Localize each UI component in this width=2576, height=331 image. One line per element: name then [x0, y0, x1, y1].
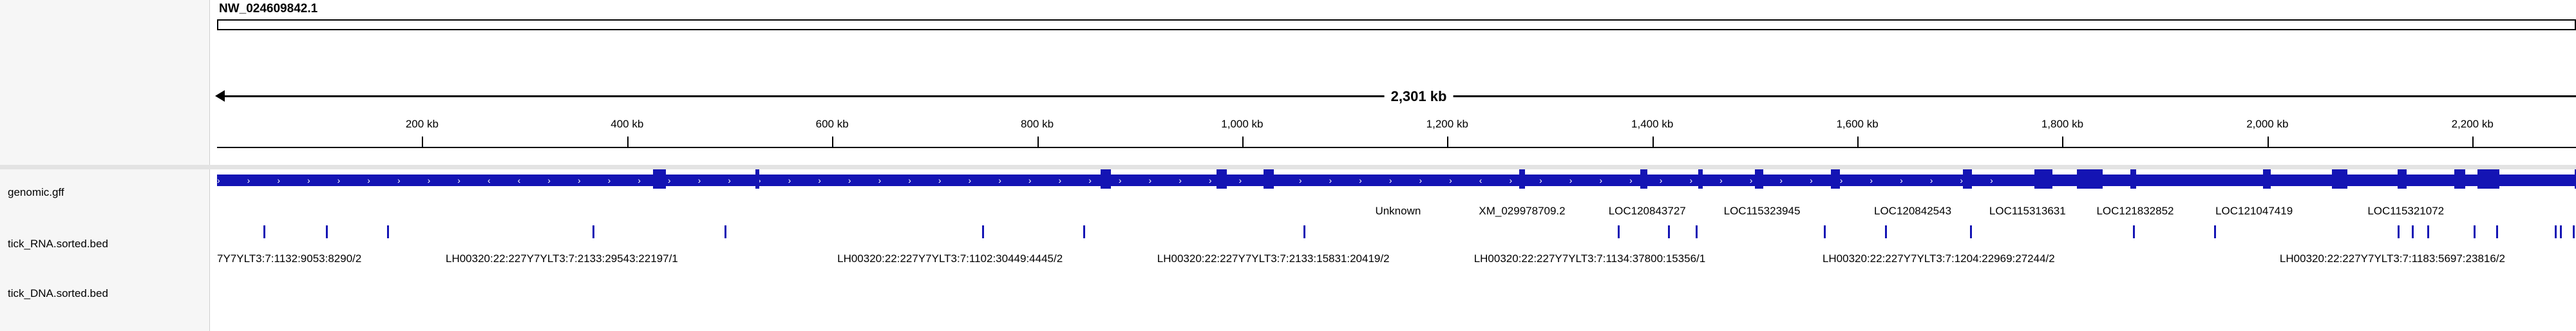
- rna-read-feature: [1885, 225, 1888, 238]
- exon-block: [1963, 169, 1973, 189]
- gene-label: Unknown: [1375, 205, 1421, 217]
- gene-label: LOC120842543: [1873, 205, 1952, 217]
- exon-block: [652, 169, 667, 189]
- span-label: 2,301 kb: [1384, 88, 1454, 105]
- rna-read-feature: [1823, 225, 1826, 238]
- rna-read-label: LH00320:22:227Y7YLT3:7:1134:37800:15356/…: [1473, 252, 1706, 265]
- ruler-tick-label: 2,200 kb: [2451, 118, 2494, 130]
- gene-label: XM_029978709.2: [1479, 205, 1566, 217]
- rna-read-feature: [592, 225, 594, 238]
- ruler-tick-label: 200 kb: [405, 118, 439, 130]
- exon-block: [2332, 169, 2347, 189]
- ruler-tick: [627, 137, 629, 147]
- exon-block: [1754, 169, 1763, 189]
- exon-block: [2575, 169, 2576, 189]
- ruler-tick: [1037, 137, 1039, 147]
- ruler-tick: [1652, 137, 1654, 147]
- exon-block: [2130, 169, 2137, 189]
- rna-read-feature: [1303, 225, 1306, 238]
- rna-read-feature: [1617, 225, 1620, 238]
- ruler-tick-label: 1,400 kb: [1631, 118, 1674, 130]
- exon-block: [2398, 169, 2407, 189]
- track-name-gff[interactable]: genomic.gff: [8, 186, 64, 198]
- gene-label: LOC115323945: [1723, 205, 1801, 217]
- exon-block: [2034, 169, 2052, 189]
- ruler-tick-label: 800 kb: [1021, 118, 1054, 130]
- exon-block: [1264, 169, 1274, 189]
- exon-block: [2454, 169, 2466, 189]
- ruler-tick: [1242, 137, 1244, 147]
- ruler-tick: [832, 137, 834, 147]
- ruler-tick-label: 1,200 kb: [1426, 118, 1468, 130]
- exon-block: [1519, 169, 1526, 189]
- ruler-tick-label: 1,600 kb: [1836, 118, 1879, 130]
- span-left-arrow-icon: [215, 90, 225, 102]
- rna-read-feature: [263, 225, 265, 238]
- exon-block: [1217, 169, 1227, 189]
- ruler-tick: [2267, 137, 2269, 147]
- ruler-tick-label: 1,000 kb: [1221, 118, 1264, 130]
- rna-read-feature: [387, 225, 390, 238]
- rna-read-label: LH00320:22:227Y7YLT3:7:2133:15831:20419/…: [1157, 252, 1390, 265]
- track-name-dna[interactable]: tick_DNA.sorted.bed: [8, 287, 108, 299]
- rna-read-feature: [981, 225, 984, 238]
- ruler-tick-label: 600 kb: [815, 118, 849, 130]
- exon-block: [1830, 169, 1840, 189]
- gene-feature-bar[interactable]: [217, 175, 2576, 186]
- rna-read-feature: [1695, 225, 1698, 238]
- exon-block: [1640, 169, 1647, 189]
- exon-block: [2477, 169, 2499, 189]
- rna-read-feature: [2554, 225, 2557, 238]
- rna-read-feature: [1667, 225, 1670, 238]
- gene-label: LOC115313631: [1989, 205, 2066, 217]
- rna-read-feature: [2473, 225, 2476, 238]
- strand-arrows: › › › › › › › › › ‹ ‹ › › › › › › › › › …: [217, 175, 2020, 185]
- rna-read-feature: [724, 225, 726, 238]
- exon-block: [2263, 169, 2271, 189]
- header-separator: [0, 165, 2576, 169]
- ruler-tick-label: 400 kb: [611, 118, 644, 130]
- rna-read-label: LH00320:22:227Y7YLT3:7:1102:30449:4445/2: [837, 252, 1063, 265]
- rna-read-feature: [325, 225, 328, 238]
- gene-label: LOC121047419: [2215, 205, 2293, 217]
- chromosome-ideogram[interactable]: [217, 19, 2576, 30]
- chromosome-label: NW_024609842.1: [219, 2, 318, 15]
- exon-block: [1698, 169, 1703, 189]
- rna-read-feature: [2573, 225, 2575, 238]
- rna-read-feature: [2427, 225, 2430, 238]
- rna-read-label: LH00320:22:227Y7YLT3:7:1204:22969:27244/…: [1822, 252, 2055, 265]
- ruler-tick-label: 1,800 kb: [2041, 118, 2084, 130]
- exon-block: [755, 169, 760, 189]
- rna-read-feature: [2214, 225, 2217, 238]
- ruler-tick: [1447, 137, 1449, 147]
- exon-block: [1101, 169, 1112, 189]
- ruler-tick: [2062, 137, 2064, 147]
- ruler-tick: [1857, 137, 1859, 147]
- ruler-axis: [217, 147, 2576, 148]
- rna-read-label: 7Y7YLT3:7:1132:9053:8290/2: [217, 252, 362, 265]
- rna-read-feature: [2496, 225, 2498, 238]
- rna-read-feature: [2398, 225, 2400, 238]
- exon-block: [2076, 169, 2103, 189]
- rna-read-feature: [2133, 225, 2136, 238]
- track-data-area[interactable]: [217, 169, 2576, 331]
- rna-read-feature: [1083, 225, 1086, 238]
- rna-read-feature: [2412, 225, 2414, 238]
- rna-read-label: LH00320:22:227Y7YLT3:7:2133:29543:22197/…: [445, 252, 678, 265]
- gene-label: LOC120843727: [1608, 205, 1686, 217]
- rna-read-feature: [1970, 225, 1973, 238]
- gene-label: LOC115321072: [2367, 205, 2445, 217]
- ruler-tick: [2472, 137, 2474, 147]
- ruler-tick: [422, 137, 424, 147]
- rna-read-feature: [2559, 225, 2562, 238]
- rna-read-label: LH00320:22:227Y7YLT3:7:1183:5697:23816/2: [2279, 252, 2505, 265]
- ruler-tick-label: 2,000 kb: [2246, 118, 2289, 130]
- track-name-rna[interactable]: tick_RNA.sorted.bed: [8, 238, 108, 250]
- gene-label: LOC121832852: [2096, 205, 2174, 217]
